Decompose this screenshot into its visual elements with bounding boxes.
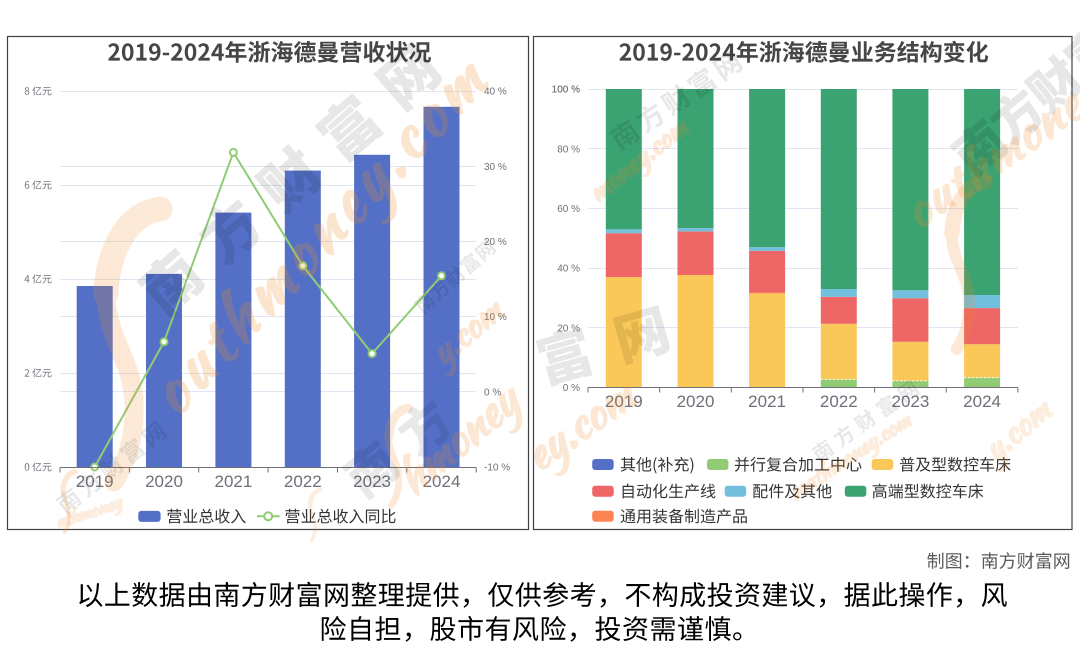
svg-text:2020: 2020 <box>145 472 183 491</box>
svg-text:2024: 2024 <box>963 392 1001 411</box>
svg-text:0 %: 0 % <box>563 383 580 394</box>
svg-text:100 %: 100 % <box>552 85 580 96</box>
svg-text:20 %: 20 % <box>557 323 580 334</box>
svg-text:2019: 2019 <box>76 472 114 491</box>
svg-text:0 %: 0 % <box>484 387 501 398</box>
svg-text:80 %: 80 % <box>557 144 580 155</box>
svg-text:40 %: 40 % <box>484 87 507 98</box>
svg-text:10 %: 10 % <box>484 312 507 323</box>
svg-text:20 %: 20 % <box>484 237 507 248</box>
svg-text:-10 %: -10 % <box>484 463 510 474</box>
svg-text:40 %: 40 % <box>557 264 580 275</box>
svg-text:2024: 2024 <box>423 472 461 491</box>
svg-text:2020: 2020 <box>677 392 715 411</box>
svg-text:30 %: 30 % <box>484 162 507 173</box>
svg-text:2021: 2021 <box>214 472 252 491</box>
svg-text:2022: 2022 <box>284 472 322 491</box>
svg-text:100 %: 100 % <box>552 85 580 96</box>
svg-text:2021: 2021 <box>748 392 786 411</box>
svg-text:2023: 2023 <box>891 392 929 411</box>
svg-text:2022: 2022 <box>820 392 858 411</box>
svg-text:2023: 2023 <box>353 472 391 491</box>
svg-text:2019: 2019 <box>605 392 643 411</box>
svg-text:60 %: 60 % <box>557 204 580 215</box>
